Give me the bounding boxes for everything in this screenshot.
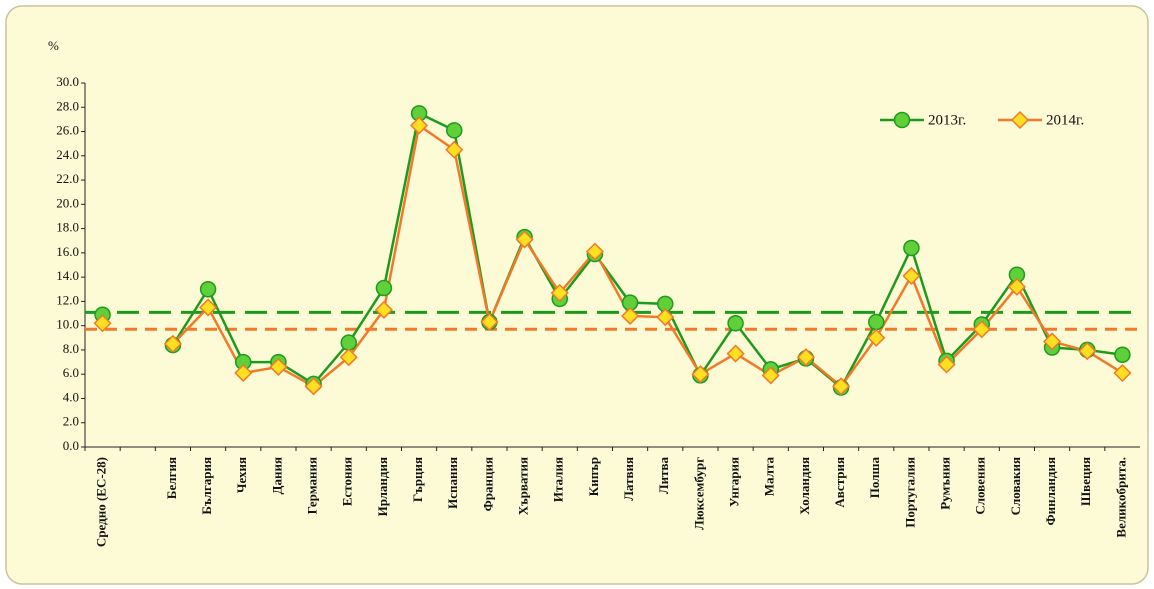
data-point (93, 314, 112, 333)
data-point (446, 122, 463, 139)
x-tick-label: Испания (445, 457, 460, 509)
legend-label: 2014г. (1046, 112, 1084, 128)
y-tick-label: 12.0 (56, 292, 79, 307)
data-point (480, 312, 499, 332)
data-point (902, 266, 921, 285)
y-tick-label: 14.0 (56, 268, 79, 283)
y-tick-label: 20.0 (56, 195, 79, 210)
y-tick-label: 28.0 (56, 98, 79, 113)
data-point (1114, 346, 1131, 364)
legend-label: 2013г. (928, 112, 966, 128)
y-tick-label: 26.0 (56, 123, 79, 138)
data-point (868, 313, 885, 331)
x-tick-label: Средно (ЕС-28) (94, 457, 109, 547)
x-tick-label: България (199, 457, 214, 515)
series-line (171, 111, 1123, 390)
data-point (339, 348, 358, 367)
data-point (304, 377, 323, 396)
y-tick-label: 6.0 (63, 365, 79, 380)
data-point (550, 283, 569, 302)
data-point (972, 320, 991, 339)
data-point (375, 279, 393, 297)
data-point (1043, 332, 1062, 351)
data-point (937, 355, 956, 374)
data-point (691, 365, 710, 384)
data-point (199, 298, 218, 317)
data-point (867, 328, 886, 347)
data-point (585, 242, 604, 261)
y-tick-label: 24.0 (56, 147, 79, 162)
data-point (903, 239, 920, 257)
x-tick-label: Чехия (234, 457, 249, 493)
y-axis-label: % (48, 38, 59, 53)
data-point (726, 344, 745, 363)
chart-frame (5, 5, 1149, 585)
data-point (163, 334, 182, 353)
data-point (621, 306, 640, 326)
data-point (374, 300, 393, 319)
data-point (269, 357, 288, 376)
y-tick-label: 22.0 (56, 171, 79, 186)
series-line (172, 123, 1124, 389)
x-tick-label: Белгия (164, 457, 179, 499)
x-tick-label: Ирландия (375, 457, 390, 516)
y-tick-label: 4.0 (63, 389, 79, 404)
x-tick-label: Румъния (938, 457, 953, 510)
x-tick-label: Латвия (621, 457, 636, 501)
legend-marker (893, 111, 911, 129)
x-tick-label: Унгария (727, 457, 742, 507)
x-tick-label: Холандия (797, 457, 812, 515)
data-point (445, 140, 464, 159)
x-tick-label: Швеция (1078, 457, 1093, 506)
x-tick-label: Кипър (586, 457, 601, 496)
data-point (656, 308, 675, 327)
data-point (1078, 342, 1097, 361)
x-tick-label: Гърция (410, 457, 425, 502)
y-tick-label: 30.0 (56, 74, 79, 89)
x-tick-label: Великобрита. (1113, 457, 1128, 538)
x-tick-label: Финландия (1043, 457, 1058, 526)
x-tick-label: Франция (480, 457, 495, 511)
x-tick-label: Италия (551, 457, 566, 502)
data-point (796, 348, 815, 367)
data-point (727, 314, 744, 332)
x-tick-label: Люксембург (691, 457, 706, 530)
x-tick-label: Естония (340, 457, 355, 506)
data-point (340, 334, 357, 351)
x-tick-label: Германия (305, 457, 320, 514)
data-point (1113, 363, 1132, 383)
x-tick-label: Австрия (832, 457, 847, 508)
x-tick-label: Хърватия (516, 457, 531, 515)
y-tick-label: 10.0 (56, 317, 79, 332)
y-tick-label: 18.0 (56, 220, 79, 235)
x-tick-label: Литва (656, 457, 671, 495)
legend-marker (1010, 110, 1030, 130)
data-point (515, 230, 534, 249)
data-point (761, 366, 780, 385)
x-tick-label: Словения (973, 457, 988, 515)
x-tick-label: Португалия (902, 457, 917, 528)
y-tick-label: 0.0 (63, 438, 79, 453)
data-point (234, 363, 253, 383)
y-tick-label: 16.0 (56, 244, 79, 259)
data-point (1007, 277, 1026, 296)
x-tick-label: Полша (867, 457, 882, 499)
x-tick-label: Дания (269, 457, 284, 494)
x-tick-label: Малта (762, 457, 777, 497)
data-point (410, 116, 429, 135)
data-point (832, 377, 851, 396)
x-tick-label: Словакия (1008, 457, 1023, 515)
y-tick-label: 2.0 (63, 414, 79, 429)
data-point (199, 281, 217, 298)
y-tick-label: 8.0 (63, 341, 79, 356)
